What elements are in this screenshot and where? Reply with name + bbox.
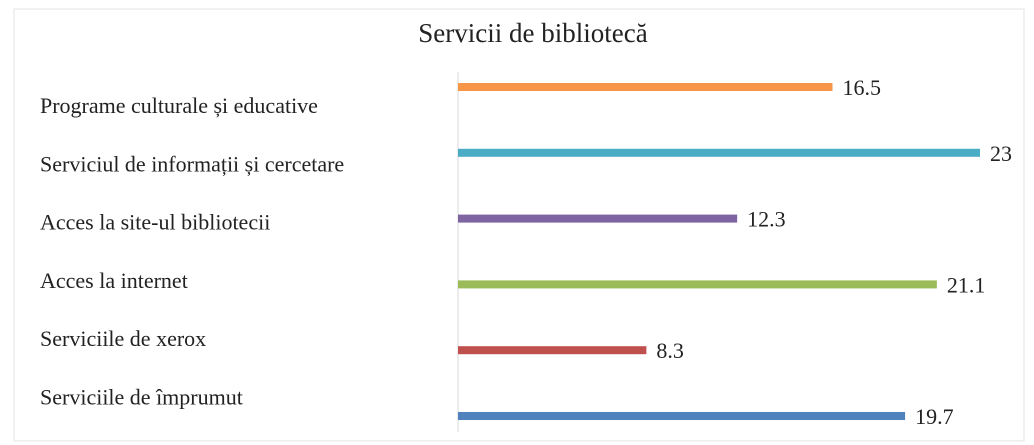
y-tick-label: Programe culturale și educative bbox=[40, 93, 318, 118]
y-tick-label: Acces la site-ul bibliotecii bbox=[40, 210, 270, 235]
data-label: 19.7 bbox=[915, 404, 954, 429]
bar bbox=[458, 346, 647, 355]
bar bbox=[458, 280, 937, 289]
data-label: 16.5 bbox=[842, 75, 881, 100]
bar bbox=[458, 412, 906, 420]
chart-border bbox=[13, 8, 1025, 442]
bar bbox=[458, 83, 833, 91]
bar bbox=[458, 214, 738, 223]
y-tick-label: Serviciile de împrumut bbox=[40, 385, 243, 410]
chart-title: Servicii de bibliotecă bbox=[418, 18, 647, 48]
data-label: 23 bbox=[990, 141, 1012, 166]
bar bbox=[458, 148, 980, 157]
y-tick-label: Serviciile de xerox bbox=[40, 326, 206, 351]
y-tick-label: Serviciul de informații și cercetare bbox=[40, 151, 344, 176]
y-tick-label: Acces la internet bbox=[40, 268, 188, 293]
data-label: 8.3 bbox=[656, 338, 684, 363]
data-label: 12.3 bbox=[747, 207, 786, 232]
data-label: 21.1 bbox=[947, 272, 986, 297]
